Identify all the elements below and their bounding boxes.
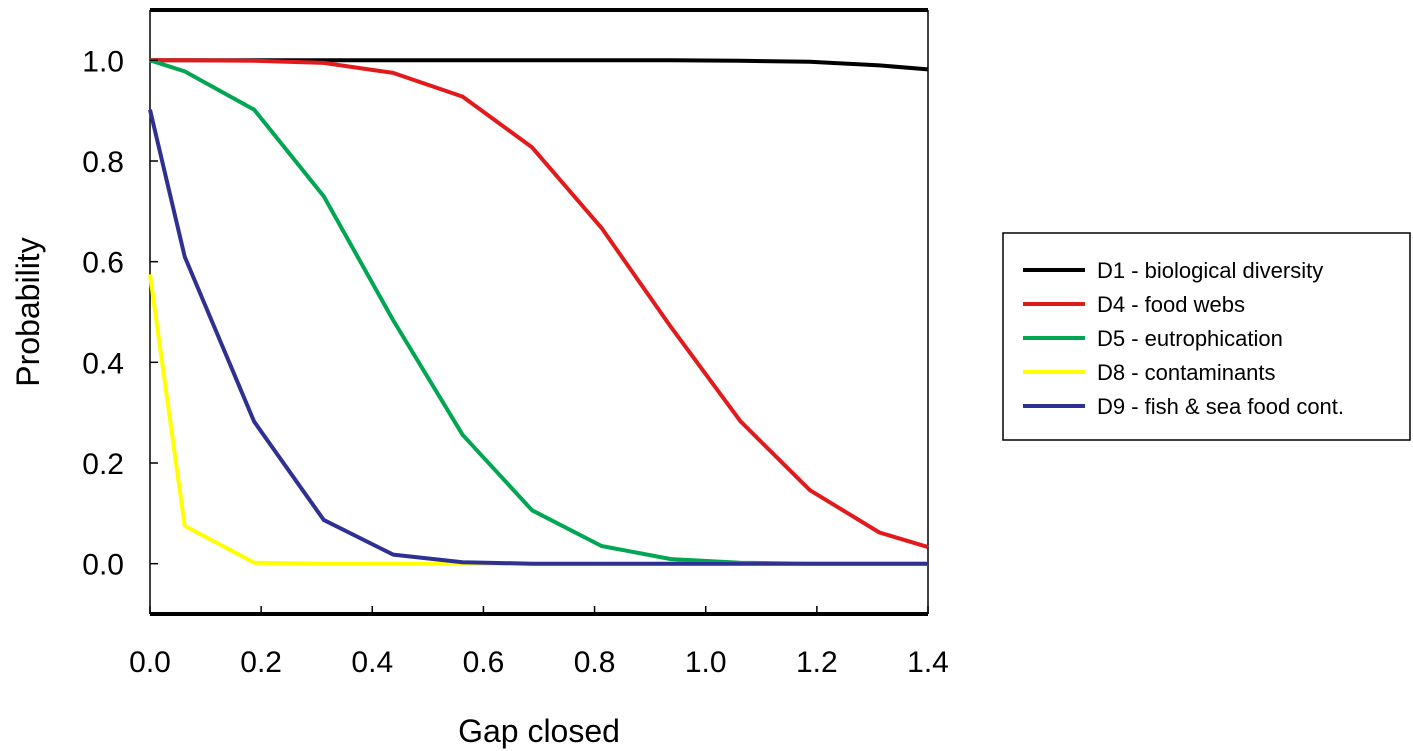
y-tick-label: 0.2	[82, 448, 124, 481]
x-tick-label: 0.0	[129, 646, 171, 679]
series-line-d5	[149, 58, 928, 566]
x-tick-label: 0.4	[351, 646, 393, 679]
x-axis-title: Gap closed	[458, 713, 620, 749]
series-layer	[148, 58, 929, 566]
series-line-d4	[150, 58, 929, 550]
x-tick-label: 0.8	[574, 646, 616, 679]
x-tick-label: 0.6	[463, 646, 505, 679]
series-line-d9	[148, 109, 928, 566]
y-axis-title: Probability	[10, 237, 46, 386]
x-tick-label: 1.2	[796, 646, 838, 679]
plot-frame	[149, 8, 929, 616]
legend-label: D9 - fish & sea food cont.	[1097, 394, 1344, 419]
y-tick-label: 0.6	[82, 247, 124, 280]
x-tick-label: 1.0	[685, 646, 727, 679]
legend-label: D1 - biological diversity	[1097, 258, 1323, 283]
x-tick-label: 1.4	[907, 646, 949, 679]
y-tick-label: 0.0	[82, 549, 124, 582]
legend: D1 - biological diversity D4 - food webs D…	[1002, 232, 1411, 441]
x-axis-ticks: 0.0 0.2 0.4 0.6 0.8 1.0 1.2 1.4	[129, 606, 949, 679]
y-tick-label: 0.4	[82, 347, 124, 380]
y-tick-label: 0.8	[82, 146, 124, 179]
x-tick-label: 0.2	[240, 646, 282, 679]
y-axis-ticks: 0.0 0.2 0.4 0.6 0.8 1.0	[82, 45, 158, 582]
legend-label: D8 - contaminants	[1097, 360, 1276, 385]
legend-label: D4 - food webs	[1097, 292, 1245, 317]
legend-label: D5 - eutrophication	[1097, 326, 1283, 351]
series-line-d8	[148, 274, 928, 566]
y-tick-label: 1.0	[82, 45, 124, 78]
